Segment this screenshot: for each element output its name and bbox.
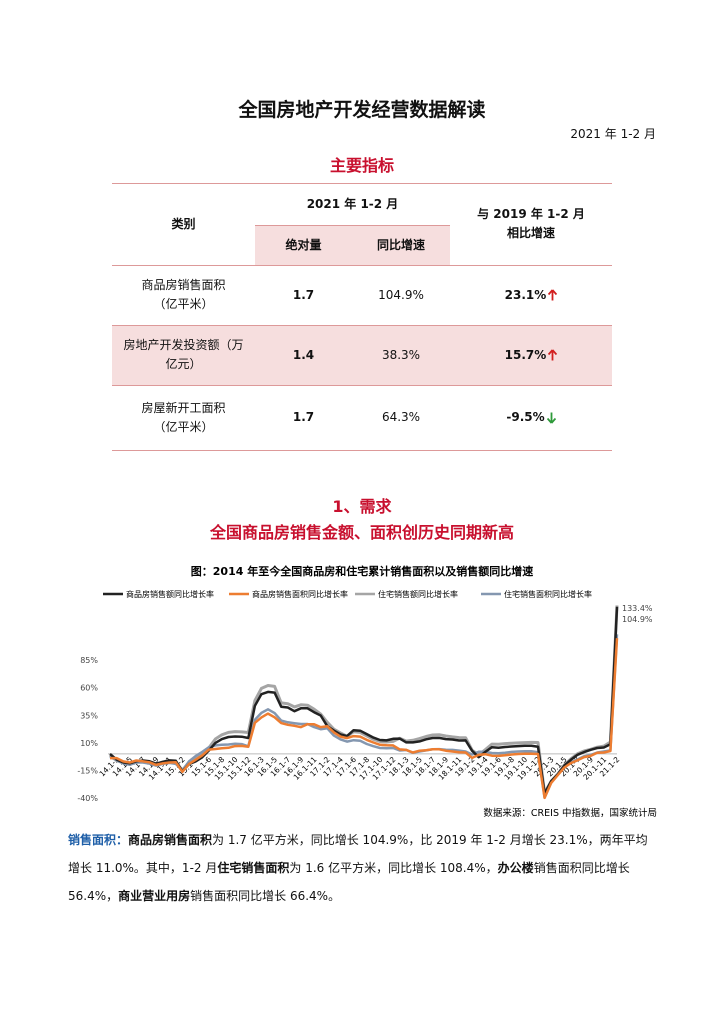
header-bg xyxy=(255,225,450,265)
value-cell: 1.7 xyxy=(292,410,315,424)
legend-label: 住宅销售额同比增长率 xyxy=(378,589,458,599)
doc-title: 全国房地产开发经营数据解读 xyxy=(238,99,486,121)
legend-label: 商品房销售面积同比增长率 xyxy=(252,589,348,599)
value-cell: 23.1% xyxy=(450,265,612,325)
y-tick-label: 10% xyxy=(80,739,98,748)
value-text: 23.1% xyxy=(504,287,547,302)
series-line xyxy=(109,634,619,799)
series-line xyxy=(110,638,619,800)
category-text: （亿平米） xyxy=(153,297,214,311)
paragraph: 销售面积：商品房销售面积为 1.7 亿平方米，同比增长 104.9%，比 201… xyxy=(68,826,658,910)
header-text: 与 2019 年 1-2 月 xyxy=(477,207,585,221)
header-cell: 2021 年 1-2 月 xyxy=(306,196,399,211)
y-tick-label: 60% xyxy=(80,684,98,693)
legend-label: 商品房销售额同比增长率 xyxy=(126,589,214,599)
trend-arrow xyxy=(546,412,556,424)
value-cell: 38.3% xyxy=(381,347,421,362)
category-text: 亿元） xyxy=(165,357,202,371)
category-text: 商品房销售面积 xyxy=(141,278,226,292)
trend-arrow xyxy=(548,349,558,361)
section-title: 主要指标 xyxy=(329,156,394,175)
doc-date: 2021 年 1-2 月 xyxy=(570,127,656,141)
chart: 图：2014 年至今全国商品房和住宅累计销售面积以及销售额同比增速商品房销售额同… xyxy=(77,564,657,819)
chart-source: 数据来源：CREIS 中指数据，国家统计局 xyxy=(483,807,657,819)
value-cell: 64.3% xyxy=(381,410,421,424)
y-tick-label: 85% xyxy=(80,656,98,665)
value-cell: 15.7% xyxy=(450,325,612,385)
category-text: 房地产开发投资额（万 xyxy=(123,338,244,352)
header-cell: 与 2019 年 1-2 月 相比增速 xyxy=(450,183,612,265)
row-bg xyxy=(112,325,612,385)
category-cell: 商品房销售面积 （亿平米） xyxy=(112,265,255,325)
rule xyxy=(112,325,612,326)
paragraph-run: 办公楼 xyxy=(497,861,534,875)
paragraph-run: 商品房销售面积 xyxy=(128,833,213,847)
header-cell: 类别 xyxy=(171,216,196,231)
value-label: 104.9% xyxy=(622,615,653,624)
rule xyxy=(112,450,612,451)
paragraph-run: 商业营业用房 xyxy=(118,889,191,903)
value-cell: 1.7 xyxy=(292,287,315,302)
paragraph-run: 为 1.6 亿平方米，同比增长 108.4%， xyxy=(289,861,498,875)
category-cell: 房地产开发投资额（万 亿元） xyxy=(112,325,255,385)
y-tick-label: -15% xyxy=(77,766,98,775)
value-label: 133.4% xyxy=(622,604,653,613)
value-cell: 104.9% xyxy=(378,287,424,302)
category-cell: 房屋新开工面积 （亿平米） xyxy=(112,385,255,450)
category-text: （亿平米） xyxy=(153,419,214,434)
section-subtitle: 全国商品房销售金额、面积创历史同期新高 xyxy=(209,523,514,542)
value-text: 15.7% xyxy=(504,347,547,362)
category-text: 房屋新开工面积 xyxy=(141,400,226,415)
legend-label: 住宅销售面积同比增长率 xyxy=(504,589,592,599)
header-cell: 绝对量 xyxy=(285,237,322,252)
paragraph-run: 销售面积同比增长 66.4%。 xyxy=(190,889,341,903)
value-text: -9.5% xyxy=(506,410,545,424)
value-cell: -9.5% xyxy=(450,385,612,450)
value-cell: 1.4 xyxy=(292,347,315,362)
paragraph-run: 为 1.7 亿平方米，同比增长 104.9%，比 2019 年 1-2 月增长 … xyxy=(68,833,648,875)
paragraph-run: 住宅销售面积 xyxy=(217,861,290,875)
header-text: 相比增速 xyxy=(506,226,555,240)
y-tick-label: 35% xyxy=(80,711,98,720)
section-title: 1、需求 xyxy=(332,497,392,516)
rule xyxy=(112,183,612,184)
paragraph-run: 销售面积同比增长 56.4%， xyxy=(68,861,630,903)
y-tick-label: -40% xyxy=(77,794,98,803)
trend-arrow xyxy=(548,289,558,301)
rule xyxy=(112,265,612,266)
indicator-table: 类别 2021 年 1-2 月 绝对量 同比增速 与 2019 年 1-2 月 … xyxy=(112,183,612,451)
rule xyxy=(255,225,450,226)
rule xyxy=(112,385,612,386)
header-cell: 同比增速 xyxy=(376,237,425,252)
paragraph-run: 销售面积： xyxy=(68,833,129,847)
chart-title: 图：2014 年至今全国商品房和住宅累计销售面积以及销售额同比增速 xyxy=(191,564,533,578)
